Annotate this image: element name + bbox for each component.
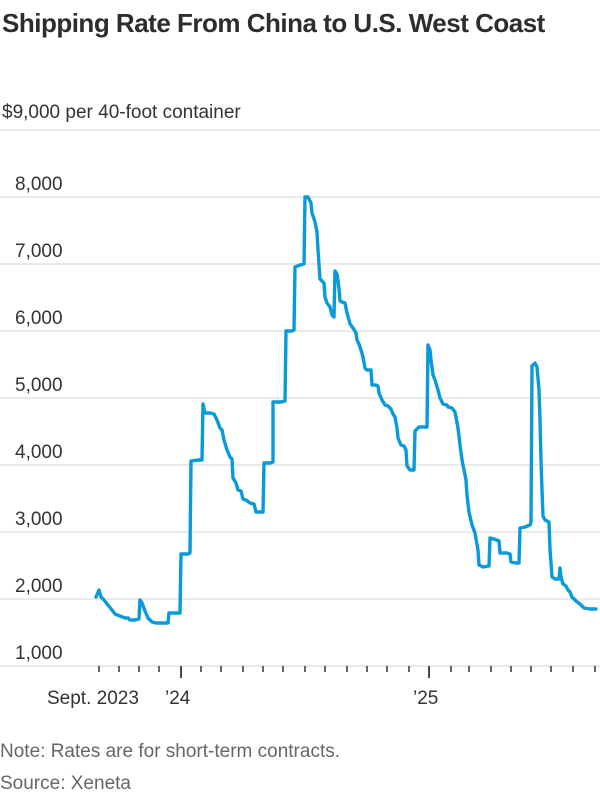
y-axis-labels: 8,000 7,000 6,000 5,000 4,000 3,000 2,000 1,000	[15, 174, 63, 664]
chart-subtitle: $9,000 per 40-foot container	[2, 102, 241, 123]
footer-source: Source: Xeneta	[0, 773, 131, 794]
x-axis-ticks	[98, 666, 596, 678]
y-tick-label: 3,000	[15, 509, 63, 530]
footer-note: Note: Rates are for short-term contracts…	[0, 741, 341, 762]
y-tick-label: 6,000	[15, 308, 63, 329]
y-tick-label: 5,000	[15, 375, 63, 396]
y-tick-label: 8,000	[15, 174, 63, 195]
x-axis-labels: Sept. 2023 ’24 ’25	[47, 688, 438, 709]
y-tick-label: 2,000	[15, 576, 63, 597]
footer: Note: Rates are for short-term contracts…	[0, 736, 340, 800]
chart-title: Shipping Rate From China to U.S. West Co…	[2, 8, 545, 38]
x-tick-label: ’25	[413, 688, 438, 709]
x-tick-label: ’24	[165, 688, 191, 709]
rate-line	[94, 195, 598, 625]
y-tick-label: 7,000	[15, 241, 63, 262]
x-tick-label: Sept. 2023	[47, 688, 139, 709]
y-tick-label: 1,000	[15, 643, 63, 664]
gridlines	[0, 129, 600, 667]
y-tick-label: 4,000	[15, 442, 63, 463]
